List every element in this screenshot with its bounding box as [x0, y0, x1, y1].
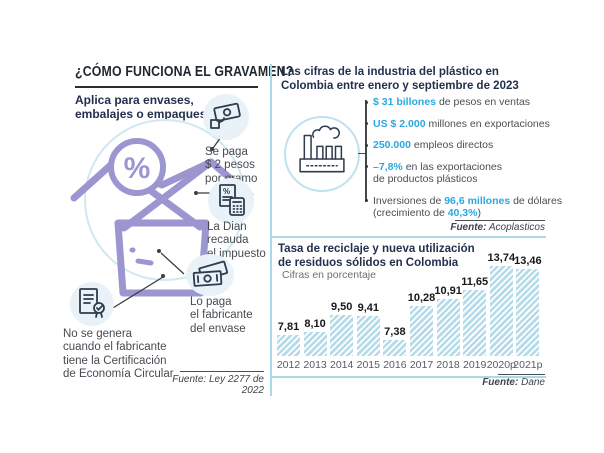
bar-value-label: 7,38: [384, 326, 406, 338]
left-source-rule: [180, 371, 264, 372]
bar-year-label: 2019: [463, 359, 487, 371]
stat-highlight: –7,8%: [373, 160, 403, 173]
certificate-icon: [70, 282, 114, 326]
stat-text: empleos directos: [410, 139, 494, 151]
stat-text: Inversiones de: [373, 194, 445, 207]
receipt-calculator-icon: %: [208, 178, 254, 224]
step-lo-paga: Lo paga el fabricante del envase: [190, 296, 253, 335]
chart-source-rule: [498, 374, 545, 375]
stat-highlight: US $ 2.000: [373, 117, 426, 130]
bar-2019: [463, 290, 487, 356]
bar-2016: [383, 340, 407, 356]
stat-item: $ 31 billones de pesos en ventas: [364, 96, 562, 109]
percent-badge: %: [124, 152, 151, 185]
bar-value-label: 13,46: [514, 255, 542, 267]
bar-value-label: 9,41: [357, 302, 379, 314]
svg-text:%: %: [223, 187, 230, 196]
bar-year-label: 2015: [356, 359, 380, 371]
stat-text: ): [477, 207, 481, 219]
bar-year-label: 2013: [303, 359, 327, 371]
stat-highlight: 96,6 millones: [444, 194, 511, 207]
bullet-connector-line: [365, 100, 367, 202]
stat-item: Inversiones de 96,6 millones de dólares …: [364, 194, 563, 220]
bar-value-label: 7,81: [277, 321, 300, 333]
bar-chart: 7,81 2012 8,10 2013 9,50 2014 9,41 2015 7,38 2016…: [270, 250, 560, 395]
bar-value-label: 10,91: [434, 285, 462, 297]
stats-source-label: Fuente:: [450, 222, 487, 233]
left-source: Fuente: Ley 2277 de 2022: [172, 374, 264, 396]
bar-value-label: 9,50: [330, 301, 353, 313]
title-underline: [75, 86, 258, 88]
factory-icon: [284, 116, 360, 192]
bar-2013: [303, 332, 327, 356]
bar-value-label: 10,28: [407, 292, 436, 304]
bar-value-label: 11,65: [461, 276, 489, 288]
panel-divider: [270, 64, 272, 396]
step-la-dian: La Dian recauda el impuesto: [207, 221, 266, 260]
stat-highlight: 250.000: [373, 139, 411, 151]
bar-year-label: 2014: [330, 359, 354, 371]
stats-source-name: Acoplasticos: [486, 222, 545, 233]
stat-item: 250.000 empleos directos: [364, 139, 562, 152]
stats-source-rule: [455, 220, 545, 221]
banknotes-icon: [186, 254, 234, 296]
bar-year-label: 2020p: [486, 359, 516, 371]
stat-highlight: 40,3%: [447, 207, 478, 219]
stat-item: US $ 2.000 millones en exportaciones: [364, 117, 562, 131]
left-subtitle: Aplica para envases, embalajes o empaque…: [75, 93, 207, 122]
bar-2018: [436, 299, 460, 356]
bar-value-label: 8,10: [304, 318, 326, 330]
bar-year-label: 2012: [276, 359, 301, 371]
page-title: ¿CÓMO FUNCIONA EL GRAVAMEN?: [75, 64, 294, 80]
bar-2012: [277, 335, 300, 356]
bar-2020p: [489, 266, 513, 356]
stat-text: de dólares (crecimiento de: [373, 194, 563, 220]
bar-year-label: 2021p: [513, 359, 543, 371]
chart-source-name: Dane: [518, 377, 545, 388]
stat-highlight: $ 31 billones: [373, 96, 437, 108]
chart-title: Tasa de reciclaje y nueva utilización de…: [278, 243, 475, 270]
bar-2014: [330, 315, 354, 356]
step-no-se-genera: No se genera cuando el fabricante tiene …: [63, 328, 174, 380]
stat-text: en las exportaciones de productos plásti…: [373, 160, 503, 186]
bar-year-label: 2018: [436, 359, 460, 371]
chart-bottom-rule: [270, 376, 546, 378]
stat-item: –7,8% en las exportaciones de productos …: [364, 160, 562, 186]
section-divider: [270, 236, 546, 238]
stats-source: Fuente: Acoplasticos: [415, 222, 545, 233]
chart-subtitle: Cifras en porcentaje: [282, 269, 376, 281]
bar-2017: [410, 306, 433, 356]
bar-2021p: [516, 269, 540, 356]
stat-text: millones en exportaciones: [425, 117, 550, 130]
chart-source: Fuente: Dane: [455, 377, 545, 388]
bar-year-label: 2016: [383, 359, 407, 371]
stats-list: $ 31 billones de pesos en ventas US $ 2.0…: [364, 96, 563, 229]
hand-money-icon: [203, 94, 249, 140]
bar-value-label: 13,74: [487, 252, 516, 264]
stats-title: Las cifras de la industria del plástico …: [281, 66, 519, 93]
bar-2015: [356, 316, 380, 356]
chart-source-label: Fuente:: [482, 377, 519, 388]
bar-year-label: 2017: [409, 359, 434, 371]
stat-text: de pesos en ventas: [436, 96, 531, 108]
factory-connector: [358, 153, 366, 155]
step-se-paga: Se paga $ 2 pesos por gramo: [205, 146, 258, 185]
